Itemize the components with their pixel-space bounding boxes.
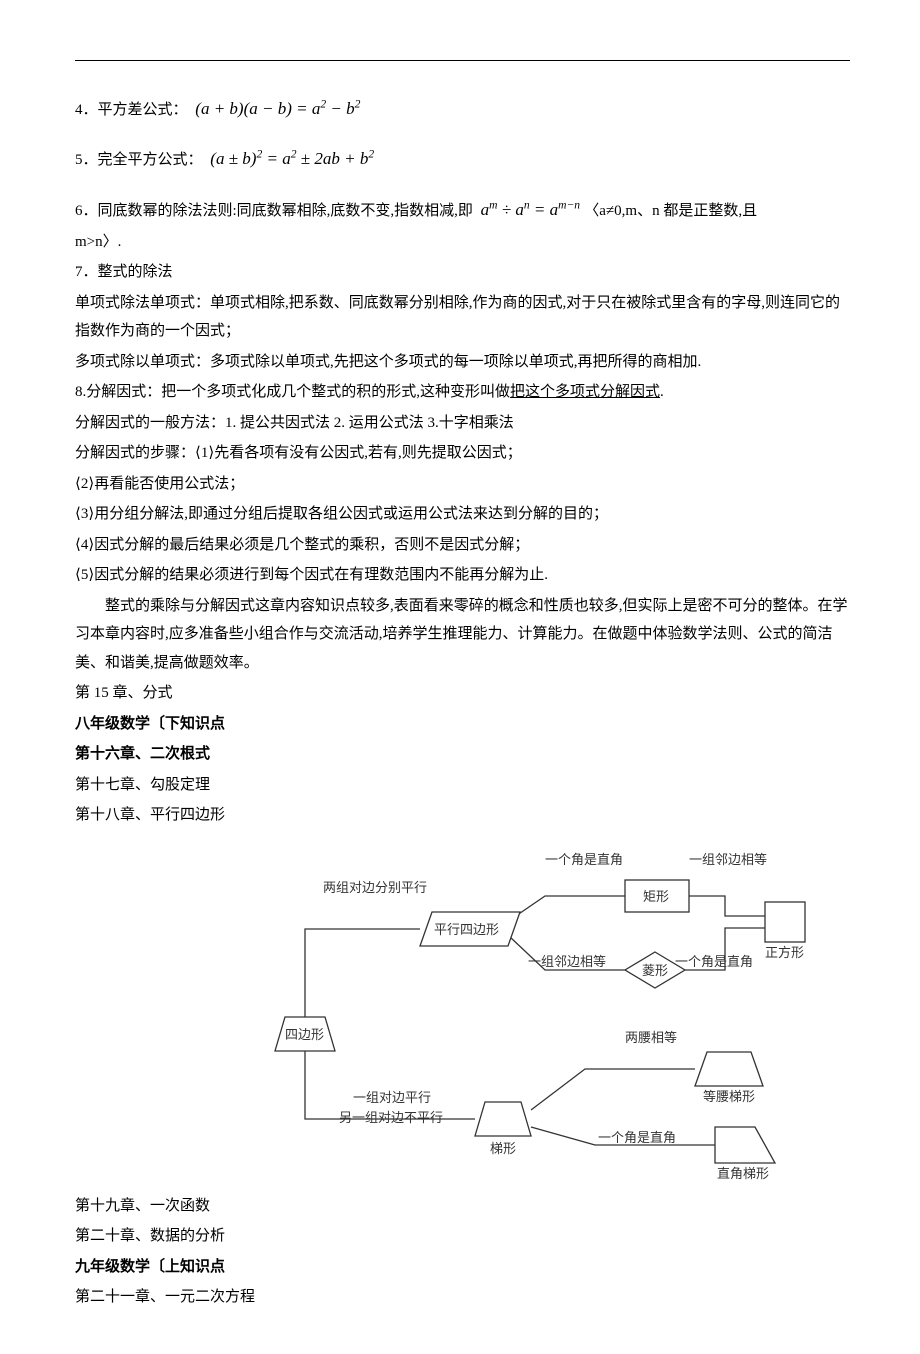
- item-4: 4．平方差公式： (a + b)(a − b) = a2 − b2: [75, 93, 850, 125]
- node-zhengfx-label: 正方形: [765, 945, 804, 960]
- node-zhijiao-label: 直角梯形: [717, 1166, 769, 1181]
- summary-paragraph: 整式的乘除与分解因式这章内容知识点较多,表面看来零碎的概念和性质也较多,但实际上…: [75, 592, 850, 678]
- edge-px-juxing: [510, 896, 625, 920]
- node-zhijiao-shape: [715, 1127, 775, 1163]
- item-6-line2: m>n〉.: [75, 228, 850, 257]
- node-juxing-label: 矩形: [643, 889, 669, 904]
- chapter-15: 第 15 章、分式: [75, 679, 850, 708]
- chapter-20: 第二十章、数据的分析: [75, 1222, 850, 1251]
- top-rule: [75, 60, 850, 61]
- item-8f: ⟨3⟩用分组分解法,即通过分组后提取各组公因式或运用公式法来达到分解的目的；: [75, 500, 850, 529]
- item-8-text-a: 8.分解因式：把一个多项式化成几个整式的积的形式,这种变形叫做: [75, 384, 510, 400]
- item-6-text-a: 6．同底数幂的除法法则:同底数幂相除,底数不变,指数相减,即: [75, 203, 473, 219]
- item-5: 5．完全平方公式： (a ± b)2 = a2 ± 2ab + b2: [75, 143, 850, 175]
- item-8e: ⟨2⟩再看能否使用公式法；: [75, 470, 850, 499]
- item-4-text: 4．平方差公式：: [75, 102, 188, 118]
- label-e4: 一组邻边相等: [528, 954, 606, 969]
- edge-tx-dytx: [531, 1069, 695, 1110]
- node-tixing-shape: [475, 1102, 531, 1136]
- item-8-underline: 把这个多项式分解因式: [510, 384, 660, 400]
- label-e3: 一组邻边相等: [689, 852, 767, 867]
- item-7b: 多项式除以单项式：多项式除以单项式,先把这个多项式的每一项除以单项式,再把所得的…: [75, 348, 850, 377]
- formula-perfect-square: (a ± b)2 = a2 ± 2ab + b2: [210, 149, 374, 168]
- item-7a: 单项式除法单项式：单项式相除,把系数、同底数幂分别相除,作为商的因式,对于只在被…: [75, 289, 850, 346]
- edge-sibian-tixing: [305, 1051, 475, 1119]
- edge-jx-zfx: [689, 896, 765, 916]
- node-pingxing-label: 平行四边形: [434, 922, 499, 937]
- quadrilateral-diagram: 两组对边分别平行 一个角是直角 一组邻边相等 一组邻边相等 一个角是直角 一组对…: [245, 842, 835, 1182]
- edge-sibian-pingxing: [305, 929, 420, 1017]
- item-8-text-b: .: [660, 384, 664, 400]
- item-8c: 分解因式的一般方法：1. 提公共因式法 2. 运用公式法 3.十字相乘法: [75, 409, 850, 438]
- label-e2: 一个角是直角: [545, 852, 623, 867]
- chapter-21: 第二十一章、一元二次方程: [75, 1283, 850, 1312]
- label-e6b: 另一组对边不平行: [339, 1110, 443, 1125]
- item-6-line1: 6．同底数幂的除法法则:同底数幂相除,底数不变,指数相减,即 am ÷ an =…: [75, 194, 850, 226]
- item-7: 7．整式的除法: [75, 258, 850, 287]
- label-e6a: 一组对边平行: [353, 1090, 431, 1105]
- label-e5: 一个角是直角: [675, 954, 753, 969]
- node-tixing-label: 梯形: [490, 1141, 516, 1156]
- node-sibian-label: 四边形: [285, 1027, 324, 1042]
- chapter-19: 第十九章、一次函数: [75, 1192, 850, 1221]
- label-e8: 一个角是直角: [598, 1130, 676, 1145]
- node-lingxing-label: 菱形: [642, 963, 668, 978]
- node-zhengfx-shape: [765, 902, 805, 942]
- chapter-16: 第十六章、二次根式: [75, 740, 850, 769]
- label-e1: 两组对边分别平行: [323, 880, 427, 895]
- label-e7: 两腰相等: [625, 1030, 677, 1045]
- node-dengyao-shape: [695, 1052, 763, 1086]
- chapter-17: 第十七章、勾股定理: [75, 771, 850, 800]
- node-dengyao-label: 等腰梯形: [703, 1089, 755, 1104]
- item-8g: ⟨4⟩因式分解的最后结果必须是几个整式的乘积，否则不是因式分解；: [75, 531, 850, 560]
- formula-quotient-powers: am ÷ an = am−n: [481, 200, 585, 219]
- item-5-text: 5．完全平方公式：: [75, 152, 203, 168]
- grade8-down-heading: 八年级数学〔下知识点: [75, 710, 850, 739]
- item-8h: ⟨5⟩因式分解的结果必须进行到每个因式在有理数范围内不能再分解为止.: [75, 561, 850, 590]
- chapter-18: 第十八章、平行四边形: [75, 801, 850, 830]
- grade9-up-heading: 九年级数学〔上知识点: [75, 1253, 850, 1282]
- item-8: 8.分解因式：把一个多项式化成几个整式的积的形式,这种变形叫做把这个多项式分解因…: [75, 378, 850, 407]
- item-6-text-b: 〈a≠0,m、n 都是正整数,且: [584, 203, 757, 219]
- item-8d: 分解因式的步骤：⟨1⟩先看各项有没有公因式,若有,则先提取公因式；: [75, 439, 850, 468]
- formula-diff-squares: (a + b)(a − b) = a2 − b2: [195, 99, 360, 118]
